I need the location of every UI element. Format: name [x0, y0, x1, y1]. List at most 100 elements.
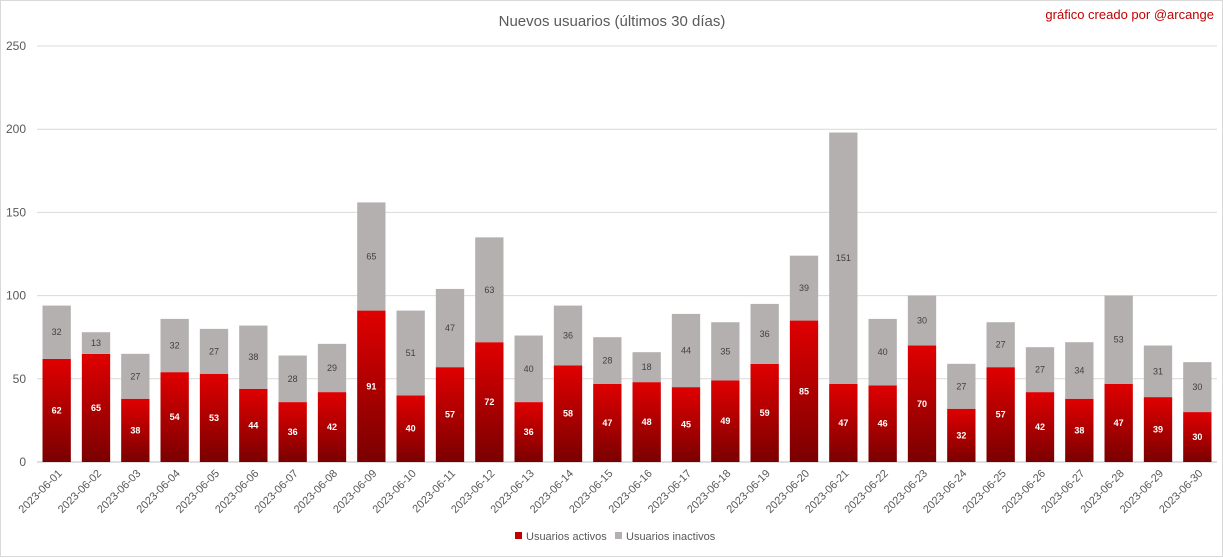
- x-axis-ticks: 2023-06-012023-06-022023-06-032023-06-04…: [17, 468, 1206, 516]
- data-label-active: 62: [52, 405, 62, 415]
- data-label-inactive: 51: [406, 348, 416, 358]
- bar-active: [711, 380, 740, 462]
- bar-inactive: [671, 313, 701, 388]
- bar-active: [199, 373, 229, 462]
- data-label-inactive: 31: [1153, 366, 1163, 376]
- bar-inactive: [121, 353, 150, 399]
- data-label-active: 42: [1035, 422, 1045, 432]
- data-label-inactive: 63: [484, 285, 494, 295]
- bar-inactive: [1065, 342, 1094, 399]
- bar-inactive: [632, 352, 661, 383]
- y-axis-ticks: 0 50 100 150 200 250: [6, 39, 26, 469]
- bar-active: [278, 402, 307, 462]
- bar-inactive: [514, 335, 543, 403]
- data-label-inactive: 27: [1035, 365, 1045, 375]
- bar-active: [789, 320, 819, 462]
- data-label-inactive: 18: [642, 362, 652, 372]
- bar-active: [868, 385, 897, 462]
- data-label-inactive: 34: [1074, 365, 1084, 375]
- data-label-inactive: 65: [366, 251, 376, 261]
- data-label-inactive: 30: [917, 316, 927, 326]
- data-label-inactive: 151: [836, 253, 851, 263]
- bar-inactive: [986, 322, 1015, 368]
- bar-active: [593, 383, 622, 462]
- data-label-active: 30: [1192, 432, 1202, 442]
- y-tick-label: 50: [13, 372, 27, 386]
- data-label-active: 65: [91, 403, 101, 413]
- legend: Usuarios activos Usuarios inactivos: [515, 531, 716, 543]
- bar-inactive: [829, 132, 858, 384]
- bar-active: [42, 358, 71, 462]
- legend-swatch-inactive: [615, 532, 622, 539]
- bar-active: [475, 342, 504, 462]
- bar-inactive: [593, 337, 622, 384]
- y-tick-label: 0: [19, 455, 26, 469]
- data-label-inactive: 35: [720, 346, 730, 356]
- data-label-inactive: 53: [1114, 335, 1124, 345]
- legend-label-inactive: Usuarios inactivos: [626, 531, 716, 543]
- data-label-active: 45: [681, 420, 691, 430]
- bar-active: [553, 365, 583, 462]
- bar-inactive: [553, 305, 583, 366]
- bar-active: [1025, 392, 1055, 462]
- bar-inactive: [357, 202, 386, 311]
- data-label-inactive: 36: [760, 329, 770, 339]
- gridlines: [37, 45, 1217, 463]
- y-tick-label: 200: [6, 122, 26, 136]
- bar-inactive: [396, 310, 425, 396]
- data-label-active: 49: [720, 416, 730, 426]
- data-label-active: 70: [917, 399, 927, 409]
- bar-inactive: [789, 255, 819, 321]
- data-label-active: 57: [996, 410, 1006, 420]
- bar-active: [514, 402, 543, 462]
- legend-label-active: Usuarios activos: [526, 531, 607, 543]
- data-label-active: 91: [366, 381, 376, 391]
- bar-active: [396, 395, 425, 462]
- bar-inactive: [1025, 347, 1055, 393]
- data-label-active: 42: [327, 422, 337, 432]
- bar-inactive: [1183, 362, 1212, 413]
- data-label-inactive: 32: [170, 341, 180, 351]
- bar-active: [1183, 412, 1212, 462]
- bar-active: [317, 392, 347, 462]
- data-label-active: 48: [642, 417, 652, 427]
- bar-active: [435, 367, 465, 462]
- y-tick-label: 250: [6, 39, 26, 53]
- bar-active: [750, 363, 779, 462]
- bar-inactive: [750, 303, 779, 364]
- data-label-active: 38: [1074, 425, 1084, 435]
- bar-inactive: [81, 332, 111, 354]
- bar-active: [160, 372, 189, 462]
- bar-inactive: [907, 295, 937, 346]
- data-label-inactive: 13: [91, 338, 101, 348]
- data-label-active: 40: [406, 424, 416, 434]
- data-label-active: 47: [1114, 418, 1124, 428]
- bar-active: [1104, 383, 1133, 462]
- data-label-inactive: 40: [524, 364, 534, 374]
- bar-inactive: [711, 322, 740, 381]
- data-label-active: 53: [209, 413, 219, 423]
- bar-active: [81, 353, 111, 462]
- data-label-inactive: 38: [248, 352, 258, 362]
- data-label-active: 59: [760, 408, 770, 418]
- bar-active: [1065, 398, 1094, 462]
- bar-inactive: [199, 328, 229, 374]
- data-label-active: 85: [799, 386, 809, 396]
- data-label-active: 47: [602, 418, 612, 428]
- data-label-inactive: 27: [130, 371, 140, 381]
- data-label-active: 58: [563, 409, 573, 419]
- data-label-inactive: 40: [878, 347, 888, 357]
- bar-inactive: [160, 318, 189, 373]
- data-label-active: 36: [288, 427, 298, 437]
- bar-inactive: [868, 318, 897, 386]
- data-label-inactive: 39: [799, 283, 809, 293]
- data-label-active: 36: [524, 427, 534, 437]
- data-label-inactive: 27: [956, 381, 966, 391]
- bar-inactive: [1104, 295, 1133, 384]
- data-label-inactive: 44: [681, 346, 691, 356]
- bar-active: [239, 388, 268, 462]
- data-label-inactive: 28: [288, 374, 298, 384]
- data-label-active: 38: [130, 425, 140, 435]
- bar-active: [829, 383, 858, 462]
